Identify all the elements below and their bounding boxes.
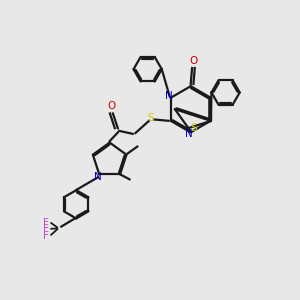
Text: S: S xyxy=(148,113,154,123)
Text: F: F xyxy=(43,224,49,234)
Text: S: S xyxy=(190,123,197,133)
Text: F: F xyxy=(43,218,49,227)
Text: O: O xyxy=(189,56,198,66)
Text: N: N xyxy=(165,91,172,101)
Text: O: O xyxy=(107,101,115,111)
Text: N: N xyxy=(185,129,192,139)
Text: F: F xyxy=(43,231,49,241)
Text: N: N xyxy=(94,172,101,182)
